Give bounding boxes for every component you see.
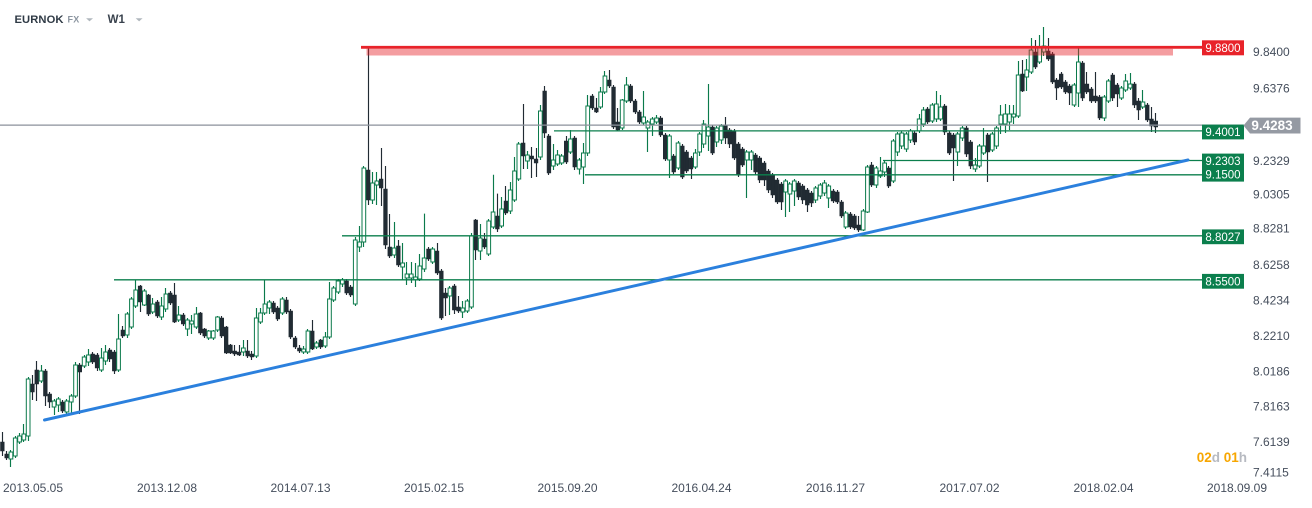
svg-text:2017.07.02: 2017.07.02 [939,481,999,495]
svg-text:9.4001: 9.4001 [1205,127,1240,139]
svg-text:2018.02.04: 2018.02.04 [1073,481,1133,495]
svg-text:8.4234: 8.4234 [1253,294,1290,308]
svg-text:2018.09.09: 2018.09.09 [1207,481,1267,495]
svg-text:2013.12.08: 2013.12.08 [137,481,197,495]
svg-text:FX: FX [68,14,80,24]
svg-text:7.6139: 7.6139 [1253,435,1290,449]
svg-text:2013.05.05: 2013.05.05 [3,481,63,495]
svg-text:02d 01h: 02d 01h [1197,450,1247,465]
svg-text:EURNOK: EURNOK [15,14,64,26]
svg-text:9.1500: 9.1500 [1205,170,1240,182]
svg-text:9.8800: 9.8800 [1205,43,1240,55]
svg-text:2016.04.24: 2016.04.24 [671,481,731,495]
svg-text:9.8400: 9.8400 [1253,45,1290,59]
svg-text:8.8027: 8.8027 [1205,232,1240,244]
svg-text:8.6258: 8.6258 [1253,258,1290,272]
svg-text:9.4283: 9.4283 [1251,118,1293,133]
svg-text:7.8163: 7.8163 [1253,399,1290,413]
svg-text:7.4115: 7.4115 [1253,465,1289,479]
svg-text:8.2210: 8.2210 [1253,329,1290,343]
svg-text:8.8281: 8.8281 [1253,222,1290,236]
svg-text:2016.11.27: 2016.11.27 [806,481,865,495]
svg-text:2014.07.13: 2014.07.13 [270,481,330,495]
svg-text:9.2329: 9.2329 [1253,154,1290,168]
svg-text:2015.09.20: 2015.09.20 [537,481,597,495]
svg-text:8.0186: 8.0186 [1253,364,1290,378]
svg-text:9.6376: 9.6376 [1253,82,1290,96]
svg-text:9.0305: 9.0305 [1253,188,1290,202]
svg-text:8.5500: 8.5500 [1205,276,1240,288]
svg-text:2015.02.15: 2015.02.15 [404,481,464,495]
svg-text:W1: W1 [108,14,126,26]
svg-text:9.2303: 9.2303 [1205,156,1240,168]
